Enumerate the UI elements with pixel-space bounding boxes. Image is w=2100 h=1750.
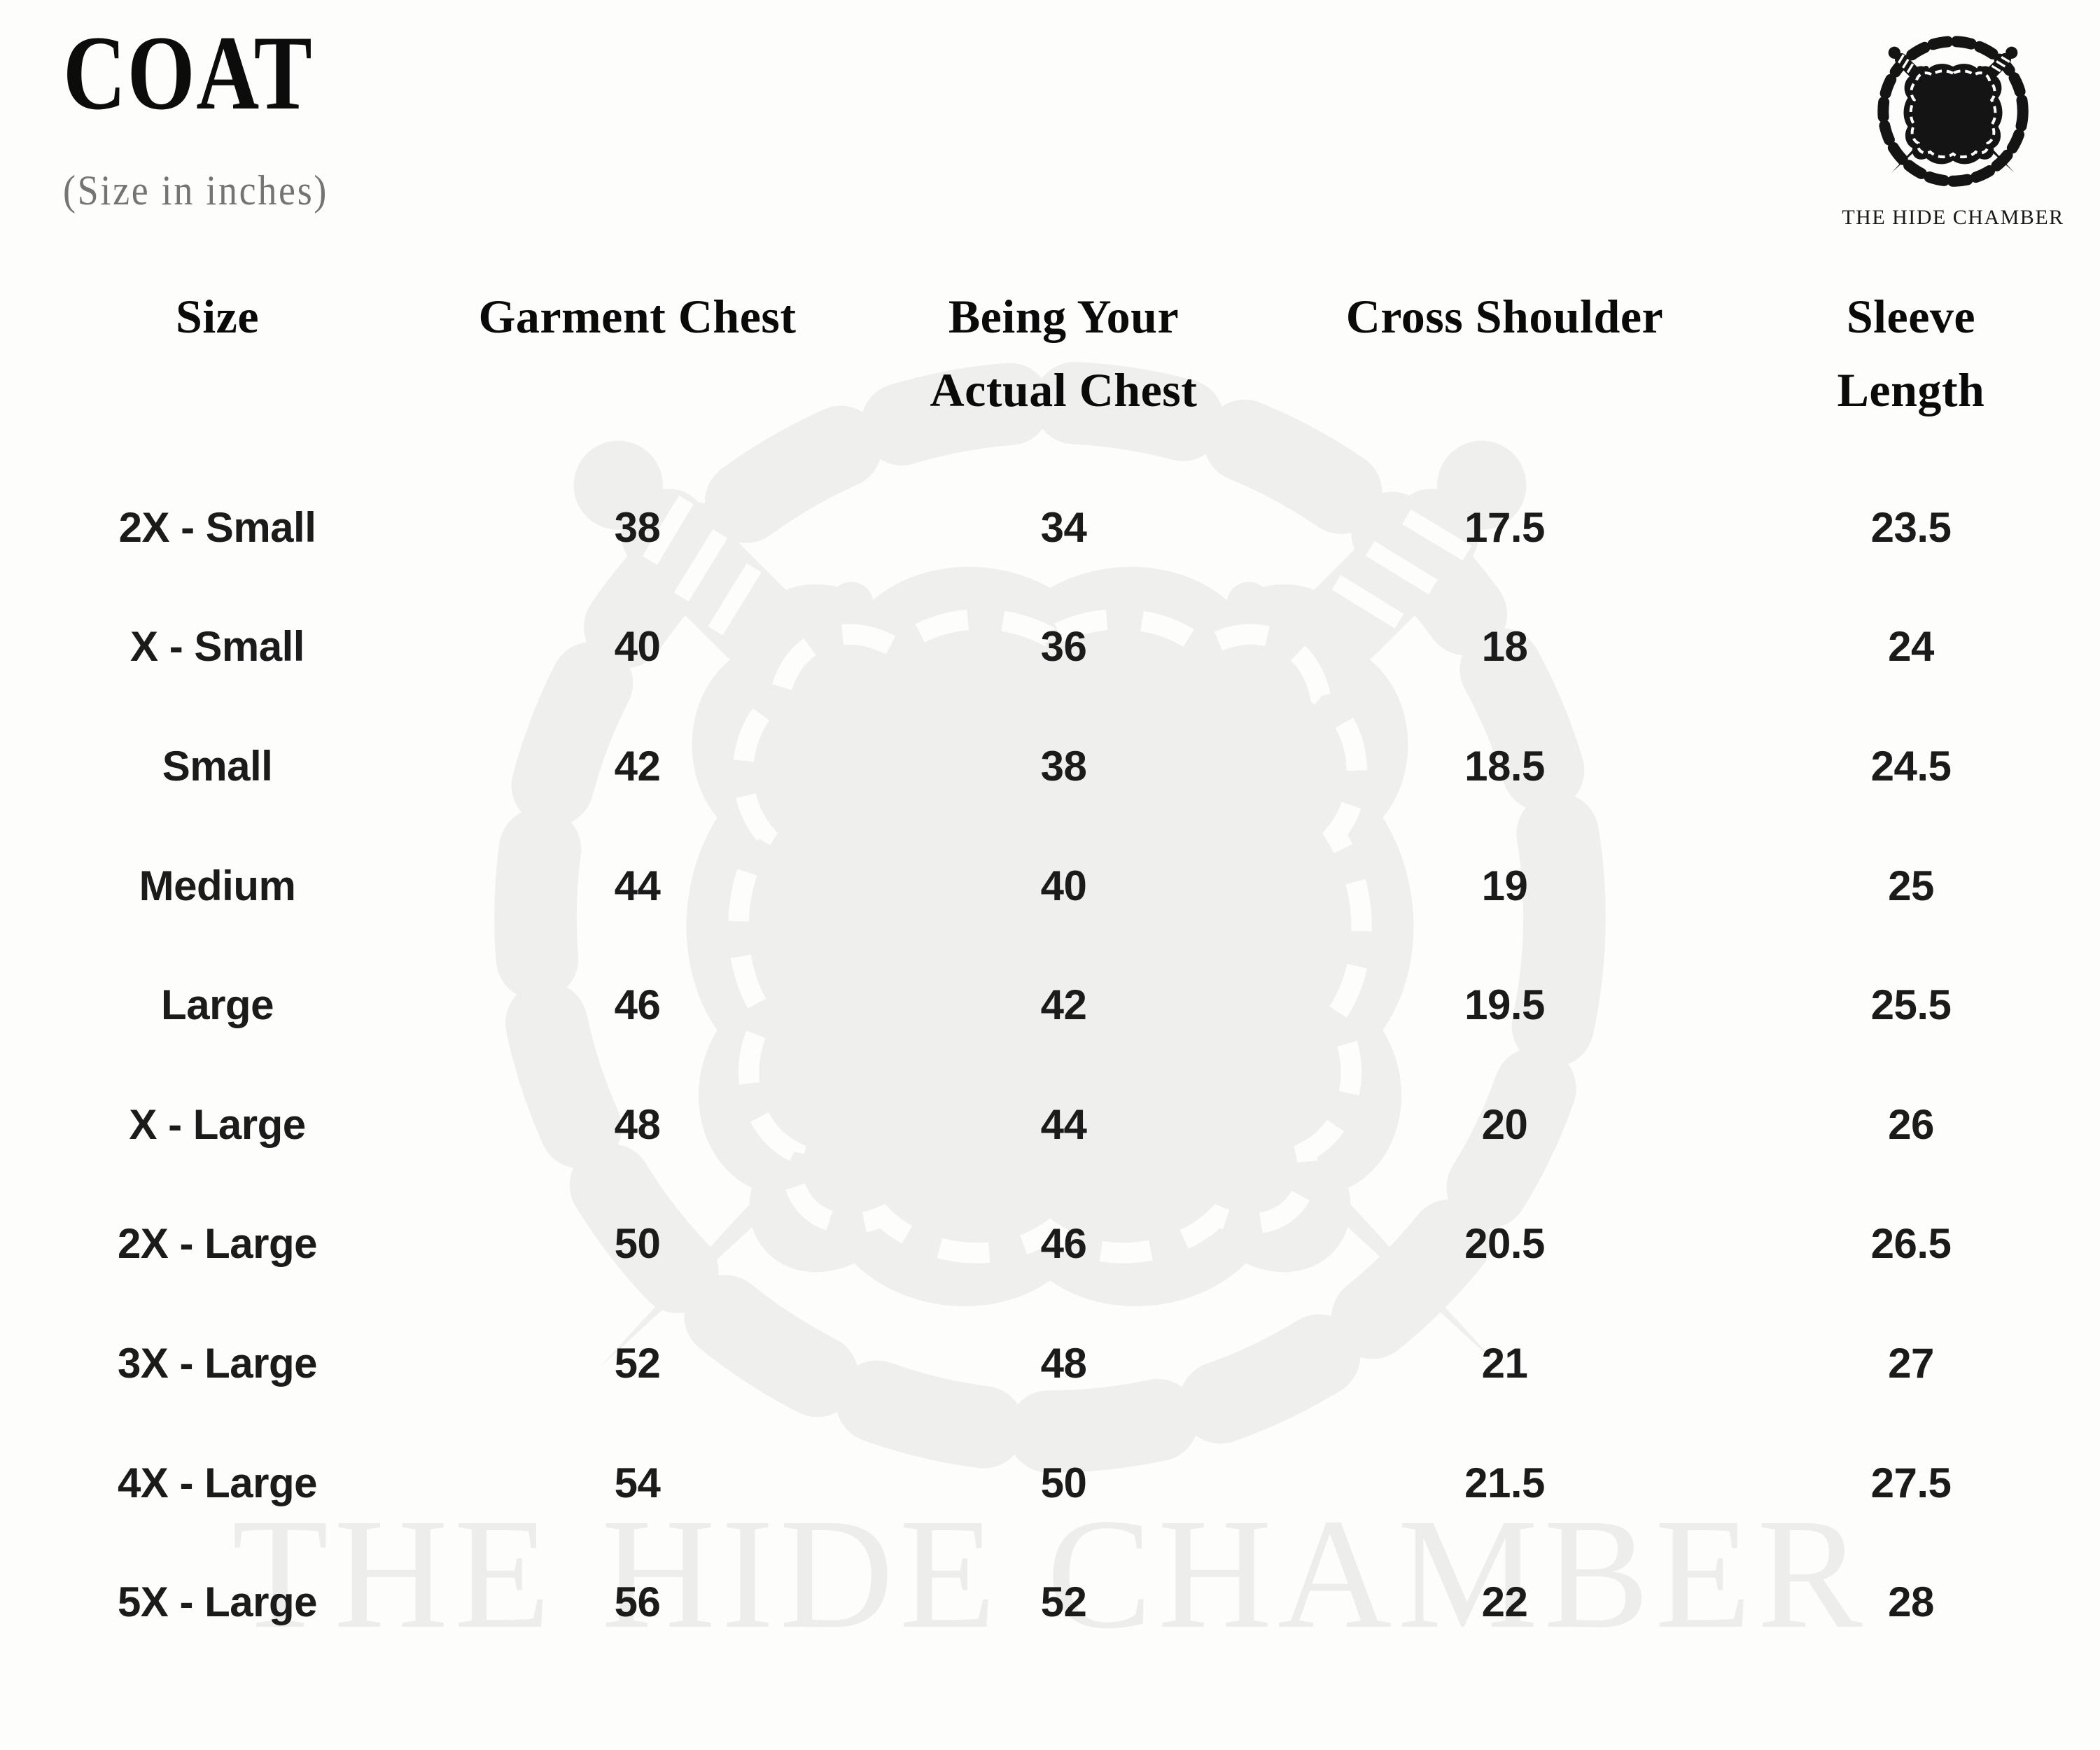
table-header-row: Size Garment Chest Being Your Actual Chest C…	[0, 280, 2100, 428]
table-row: 3X - Large 52 48 21 27	[0, 1303, 2100, 1423]
cell-garment_chest: 54	[614, 1459, 661, 1506]
cell-actual_chest: 38	[1040, 742, 1087, 790]
table-row: Large 46 42 19.5 25.5	[0, 945, 2100, 1065]
cell-garment_chest: 48	[614, 1100, 661, 1148]
brand-name: THE HIDE CHAMBER	[1842, 206, 2064, 229]
cell-garment_chest: 52	[614, 1339, 661, 1387]
cell-sleeve_length: 28	[1888, 1578, 1934, 1626]
cell-cross_shoulder: 21	[1481, 1339, 1528, 1387]
cell-cross_shoulder: 19.5	[1464, 981, 1545, 1029]
cell-size: X - Small	[130, 623, 304, 671]
cell-actual_chest: 46	[1040, 1220, 1087, 1268]
table-row: Small 42 38 18.5 24.5	[0, 706, 2100, 826]
cell-sleeve_length: 25.5	[1870, 981, 1952, 1029]
cell-actual_chest: 50	[1040, 1459, 1087, 1506]
brand-logo: THE HIDE CHAMBER	[1827, 18, 2079, 230]
table-row: X - Small 40 36 18 24	[0, 587, 2100, 707]
column-header-cross_shoulder: Cross Shoulder	[1345, 290, 1664, 343]
cell-sleeve_length: 27.5	[1870, 1459, 1952, 1506]
size-chart-table: Size Garment Chest Being Your Actual Chest C…	[0, 280, 2100, 1625]
cell-actual_chest: 36	[1040, 623, 1087, 671]
cell-sleeve_length: 26.5	[1870, 1220, 1952, 1268]
column-header-garment_chest: Garment Chest	[478, 290, 797, 343]
cell-garment_chest: 46	[614, 981, 661, 1029]
cell-size: 4X - Large	[117, 1459, 318, 1506]
cell-size: 3X - Large	[117, 1339, 318, 1387]
cell-size: X - Large	[129, 1100, 306, 1148]
cell-garment_chest: 42	[614, 742, 661, 790]
cell-sleeve_length: 26	[1888, 1100, 1934, 1148]
cell-sleeve_length: 27	[1888, 1339, 1934, 1387]
cell-garment_chest: 56	[614, 1578, 661, 1626]
cell-size: Large	[161, 981, 274, 1029]
cell-cross_shoulder: 20.5	[1464, 1220, 1545, 1268]
column-header-size: Size	[175, 290, 260, 343]
cell-actual_chest: 40	[1040, 862, 1087, 909]
cell-cross_shoulder: 20	[1481, 1100, 1528, 1148]
cell-size: 2X - Small	[118, 503, 316, 551]
cell-sleeve_length: 24	[1888, 623, 1934, 671]
cell-garment_chest: 40	[614, 623, 661, 671]
cell-garment_chest: 50	[614, 1220, 661, 1268]
cell-cross_shoulder: 18	[1481, 623, 1528, 671]
cell-cross_shoulder: 19	[1481, 862, 1528, 909]
cell-size: 5X - Large	[117, 1578, 318, 1626]
table-row: 5X - Large 56 52 22 28	[0, 1542, 2100, 1662]
table-row: 2X - Small 38 34 17.5 23.5	[0, 468, 2100, 587]
cell-cross_shoulder: 22	[1481, 1578, 1528, 1626]
cell-actual_chest: 42	[1040, 981, 1087, 1029]
table-body: 2X - Small 38 34 17.5 23.5 X - Small 40 36 18 24 S…	[0, 468, 2100, 1662]
table-row: 2X - Large 50 46 20.5 26.5	[0, 1184, 2100, 1304]
page-title: COAT	[63, 14, 314, 132]
cell-garment_chest: 38	[614, 503, 661, 551]
column-header-sleeve_length: Sleeve Length	[1837, 290, 1985, 417]
cell-actual_chest: 44	[1040, 1100, 1087, 1148]
cell-actual_chest: 52	[1040, 1578, 1087, 1626]
cell-garment_chest: 44	[614, 862, 661, 909]
crossed-daggers-chain-hide-crest-icon	[1860, 18, 2046, 204]
title-block: COAT (Size in inches)	[63, 20, 368, 215]
cell-cross_shoulder: 21.5	[1464, 1459, 1545, 1506]
cell-sleeve_length: 23.5	[1870, 503, 1952, 551]
cell-cross_shoulder: 17.5	[1464, 503, 1545, 551]
cell-size: 2X - Large	[117, 1220, 318, 1268]
table-row: X - Large 48 44 20 26	[0, 1065, 2100, 1184]
cell-sleeve_length: 25	[1888, 862, 1934, 909]
column-header-actual_chest: Being Your Actual Chest	[930, 290, 1198, 417]
cell-size: Small	[162, 742, 273, 790]
cell-sleeve_length: 24.5	[1870, 742, 1952, 790]
page-subtitle: (Size in inches)	[63, 167, 329, 214]
table-row: Medium 44 40 19 25	[0, 826, 2100, 946]
cell-actual_chest: 48	[1040, 1339, 1087, 1387]
cell-actual_chest: 34	[1040, 503, 1087, 551]
table-row: 4X - Large 54 50 21.5 27.5	[0, 1423, 2100, 1543]
cell-size: Medium	[139, 862, 296, 909]
cell-cross_shoulder: 18.5	[1464, 742, 1545, 790]
